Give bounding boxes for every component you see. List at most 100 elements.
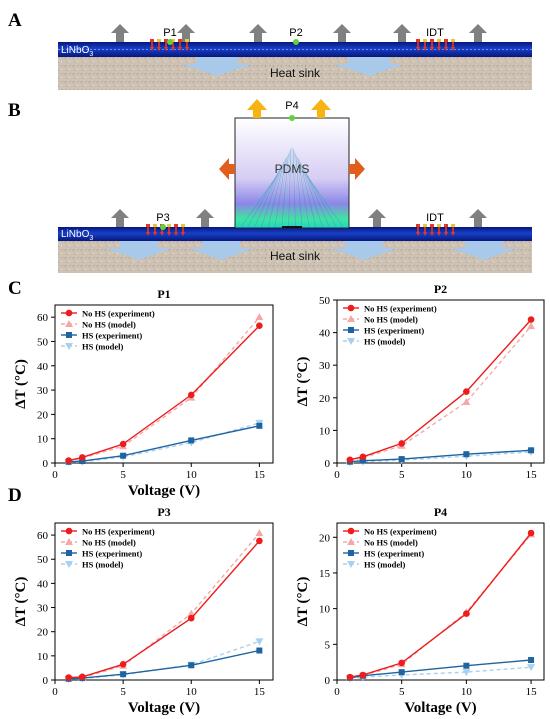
schematic-b: PDMS LiNbO3 Heat sink P3 P4 IDT (58, 99, 532, 273)
streaming-line (244, 177, 276, 228)
wave-down-icon (423, 42, 427, 51)
data-point (255, 313, 264, 321)
chart-title: P3 (157, 505, 170, 519)
streaming-line (261, 166, 282, 228)
substrate-layer (58, 227, 532, 241)
data-point (527, 322, 536, 330)
panel-label-b: B (8, 100, 21, 121)
series-line (68, 422, 260, 463)
streaming-line (306, 173, 334, 228)
streaming-line (278, 155, 288, 228)
heat-flow-down-icon (334, 57, 404, 76)
chart-title: P1 (157, 287, 170, 301)
idt-finger (416, 224, 420, 227)
wave-down-icon (174, 227, 178, 236)
data-point (256, 322, 263, 329)
idt-finger (157, 39, 161, 42)
wave-down-icon (423, 227, 427, 236)
idt-finger (437, 39, 441, 42)
x-tick-label: 5 (120, 469, 126, 481)
label-p4: P4 (285, 100, 298, 112)
y-tick-label: 0 (325, 458, 331, 470)
x-tick-label: 5 (120, 686, 126, 698)
data-point (255, 638, 264, 646)
y-tick-label: 50 (319, 295, 331, 307)
idt-finger (150, 39, 154, 42)
idt-finger (430, 224, 434, 227)
x-tick-label: 0 (334, 686, 340, 698)
heat-flow-down-icon (188, 241, 254, 260)
data-point (65, 309, 73, 317)
y-tick-label: 40 (37, 578, 49, 590)
data-point (65, 674, 72, 681)
streaming-line (300, 162, 317, 228)
data-point (527, 529, 535, 537)
x-tick-label: 10 (461, 686, 473, 698)
idt-finger (430, 39, 434, 42)
streaming-line (310, 182, 347, 228)
data-point (120, 452, 127, 459)
heat-loss-up-icon (311, 99, 331, 118)
legend-label: No HS (experiment) (364, 527, 437, 537)
streaming-line (304, 171, 330, 228)
label-p1: P1 (163, 27, 176, 39)
streaming-line (271, 160, 286, 228)
plot-frame (336, 522, 545, 681)
wave-down-icon (451, 227, 455, 236)
x-axis-label: Voltage (V) (404, 700, 476, 716)
heat-flow-down-icon (182, 57, 252, 76)
data-point (66, 550, 72, 556)
x-tick-label: 10 (461, 469, 473, 481)
data-point (119, 661, 127, 668)
y-tick-label: 20 (319, 532, 331, 544)
data-point (463, 610, 470, 617)
heat-loss-up-icon (111, 24, 129, 42)
idt-finger (178, 39, 182, 42)
data-point (65, 538, 73, 545)
legend-label: No HS (model) (364, 538, 418, 548)
data-point (65, 561, 73, 568)
x-tick-label: 0 (334, 469, 340, 481)
y-tick-label: 30 (37, 603, 49, 615)
y-tick-label: 10 (37, 651, 49, 663)
chart-p2: P2 0 5 10 15 0 10 20 30 40 50 ΔT (°C) No HS (experim… (295, 282, 545, 481)
data-point (187, 391, 195, 399)
data-point (347, 538, 355, 545)
heat-sink-block (58, 56, 532, 90)
idt-finger (167, 224, 171, 227)
streaming-line (302, 166, 323, 228)
panel-label-a: A (8, 10, 22, 31)
x-tick-label: 15 (254, 686, 266, 698)
legend-label: HS (model) (364, 337, 405, 347)
data-point (347, 338, 355, 345)
data-point (65, 343, 73, 350)
legend-label: No HS (model) (82, 538, 136, 548)
y-tick-label: 20 (319, 393, 331, 405)
x-axis-label: Voltage (V) (128, 483, 200, 499)
legend-label: HS (experiment) (82, 331, 142, 341)
idt-electrodes-left (150, 39, 189, 51)
plot-frame (336, 299, 545, 464)
data-point (120, 671, 127, 678)
heat-loss-up-icon (469, 209, 487, 227)
data-point (78, 454, 86, 461)
heat-loss-up-icon (368, 209, 386, 227)
streaming-line (298, 160, 313, 228)
idt-electrodes-right (416, 39, 455, 51)
data-point (398, 669, 405, 676)
data-point (188, 437, 195, 444)
series-line (68, 649, 260, 680)
idt-electrodes-right (416, 224, 455, 236)
streaming-line (257, 168, 281, 228)
y-tick-label: 10 (319, 425, 331, 437)
panel-label-c: C (8, 278, 22, 299)
wave-down-icon (416, 42, 420, 51)
heat-loss-up-icon (177, 24, 195, 42)
probe-point-p1 (167, 39, 173, 45)
legend-label: No HS (experiment) (82, 309, 155, 319)
data-point (347, 304, 355, 312)
data-point (347, 561, 355, 568)
x-tick-label: 0 (52, 469, 58, 481)
data-point (527, 664, 536, 672)
y-tick-label: 50 (37, 554, 49, 566)
